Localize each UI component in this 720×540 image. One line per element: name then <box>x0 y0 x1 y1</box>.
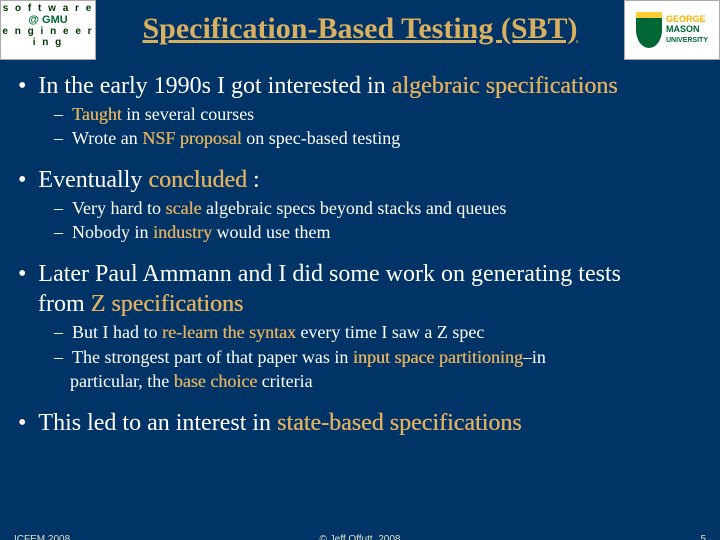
bullet-l2: – Very hard to scale algebraic specs bey… <box>54 197 702 220</box>
bullet-l2: – But I had to re-learn the syntax every… <box>54 321 702 344</box>
bullet-l2-cont: particular, the base choice criteria <box>70 370 702 393</box>
bullet-l2: – Wrote an NSF proposal on spec-based te… <box>54 127 702 150</box>
bullet-l2: – The strongest part of that paper was i… <box>54 346 702 369</box>
logo-right-text: GEORGE MASON UNIVERSITY <box>666 14 708 46</box>
logo-left-mid: @ GMU <box>1 14 95 26</box>
slide-title: Specification-Based Testing (SBT) <box>100 12 620 46</box>
slide-body: • In the early 1990s I got interested in… <box>18 68 702 439</box>
bullet-l1: • Later Paul Ammann and I did some work … <box>18 260 702 289</box>
footer-center: © Jeff Offutt, 2008 <box>14 534 706 540</box>
shield-icon <box>636 12 662 48</box>
bullet-l2: – Taught in several courses <box>54 103 702 126</box>
logo-software-engineering-gmu: s o f t w a r e @ GMU e n g i n e e r i … <box>0 0 96 60</box>
logo-left-top: s o f t w a r e <box>1 1 95 14</box>
page-number: 5 <box>700 534 706 540</box>
bullet-l1: • Eventually concluded : <box>18 166 702 195</box>
bullet-l1: • In the early 1990s I got interested in… <box>18 72 702 101</box>
header: s o f t w a r e @ GMU e n g i n e e r i … <box>0 0 720 60</box>
bullet-l1: • This led to an interest in state-based… <box>18 409 702 438</box>
bullet-l1-cont: from Z specifications <box>38 290 702 319</box>
bullet-l2: – Nobody in industry would use them <box>54 221 702 244</box>
logo-george-mason: GEORGE MASON UNIVERSITY <box>624 0 720 60</box>
logo-left-bottom: e n g i n e e r i n g <box>1 26 95 48</box>
slide: s o f t w a r e @ GMU e n g i n e e r i … <box>0 0 720 540</box>
